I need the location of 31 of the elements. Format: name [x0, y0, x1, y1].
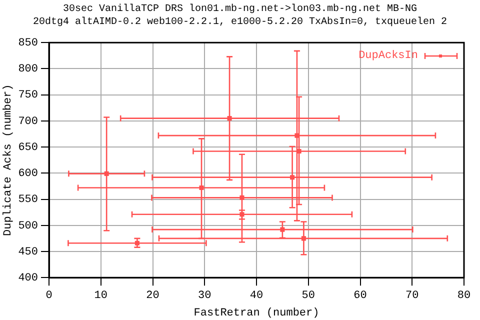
- point: [240, 195, 244, 200]
- y-tick-label: 600: [18, 168, 38, 180]
- y-tick-label: 750: [18, 90, 38, 102]
- y-tick-label: 450: [18, 246, 38, 258]
- y-axis-title: Duplicate Acks (number): [2, 84, 15, 236]
- x-tick-label: 0: [46, 290, 52, 302]
- chart-title: 30sec VanillaTCP DRS lon01.mb-ng.net->lon03.mb-ng.net MB-NG: [62, 3, 418, 16]
- y-tick-label: 400: [18, 272, 38, 285]
- x-tick-label: 60: [354, 290, 367, 302]
- x-tick-label: 20: [146, 290, 160, 302]
- legend-label: DupAcksIn: [358, 48, 418, 63]
- x-tick-label: 50: [302, 290, 315, 302]
- point: [227, 116, 232, 121]
- point: [199, 186, 204, 190]
- y-tick-label: 800: [18, 64, 38, 76]
- y-tick-label: 500: [18, 220, 38, 232]
- point: [301, 236, 306, 241]
- point: [290, 175, 295, 180]
- point: [104, 171, 109, 176]
- x-tick-label: 30: [198, 290, 212, 302]
- x-tick-label: 80: [457, 290, 471, 302]
- x-tick-label: 70: [406, 290, 419, 302]
- y-tick-label: 700: [18, 116, 38, 128]
- y-tick-label: 850: [18, 38, 38, 50]
- x-axis-title: FastRetran (number): [194, 307, 320, 320]
- x-tick-label: 40: [250, 290, 264, 302]
- x-tick-label: 10: [94, 290, 108, 302]
- point: [280, 227, 285, 232]
- y-tick-label: 550: [18, 194, 38, 206]
- y-tick-label: 650: [18, 142, 38, 154]
- chart-subtitle: 20dtg4 altAIMD-0.2 web100-2.2.1, e1000-5.2.20 TxAbsIn=0, txqueuelen 2: [32, 16, 448, 29]
